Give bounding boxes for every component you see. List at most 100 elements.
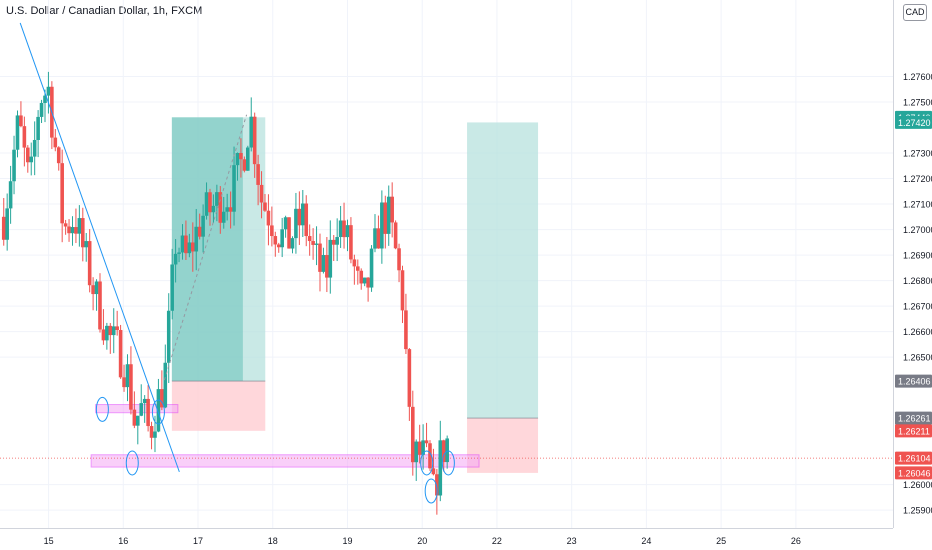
candle-body	[25, 147, 30, 163]
candle-body	[335, 237, 339, 245]
x-tick-label: 23	[567, 536, 577, 546]
x-tick-label: 26	[791, 536, 801, 546]
candle-body	[5, 208, 9, 240]
y-tick-label: 1.26500	[903, 353, 932, 363]
highlight-circle	[441, 450, 455, 476]
price-label-text: 1.26261	[898, 414, 931, 424]
y-tick-label: 1.27200	[903, 174, 932, 184]
candle-body	[321, 255, 326, 272]
candle-body	[204, 192, 209, 216]
candle-body	[190, 242, 195, 252]
candle-body	[259, 184, 264, 203]
candle-body	[98, 281, 102, 330]
candle-body	[221, 211, 226, 223]
candle-body	[359, 270, 364, 284]
candle-body	[56, 147, 61, 164]
y-tick-label: 1.26000	[903, 480, 932, 490]
candle-body	[46, 86, 51, 96]
candle-body	[208, 192, 212, 213]
candle-body	[445, 438, 449, 463]
candle-body	[94, 281, 99, 295]
candle-body	[8, 181, 13, 209]
highlight-circle	[420, 450, 434, 476]
price-axis: 1.25900 1.26000 1.26500 1.26600 1.26700 1.268…	[903, 72, 932, 516]
y-tick-label: 1.27000	[903, 225, 932, 235]
candle-body	[225, 207, 229, 212]
candle-body	[194, 226, 199, 252]
candle-body	[421, 440, 425, 455]
candle-body	[163, 362, 168, 408]
candle-body	[146, 398, 150, 427]
candle-body	[314, 243, 319, 245]
candle-body	[410, 406, 415, 463]
candle-body	[180, 235, 185, 253]
candle-body	[355, 266, 360, 271]
x-tick-label: 18	[268, 536, 278, 546]
candle-body	[342, 220, 346, 238]
price-label-bg	[895, 451, 932, 465]
candle-body	[105, 325, 109, 341]
candle-body	[366, 277, 370, 288]
highlight-circle	[424, 478, 438, 504]
position-tools	[171, 117, 539, 473]
candle-body	[39, 102, 44, 117]
candle-body	[129, 364, 133, 410]
candle-body	[70, 227, 75, 234]
price-label-text: 1.26211	[898, 426, 930, 436]
candle-body	[404, 310, 408, 350]
candle-body	[149, 426, 154, 438]
candle-body	[338, 220, 343, 238]
y-tick-label: 1.26700	[903, 302, 932, 312]
candle-body	[228, 207, 233, 212]
candle-body	[362, 277, 367, 284]
x-tick-label: 16	[118, 536, 128, 546]
candle-body	[215, 192, 219, 206]
candle-body	[184, 235, 188, 254]
y-tick-label: 1.27500	[903, 98, 932, 108]
candle-body	[166, 310, 171, 363]
candle-body	[218, 192, 223, 223]
trade-path-line	[163, 114, 248, 381]
candle-body	[87, 241, 92, 286]
candles	[1, 71, 449, 515]
currency-button[interactable]: CAD	[903, 4, 927, 21]
candle-body	[122, 377, 126, 388]
candle-body	[139, 403, 144, 416]
candle-body	[270, 225, 274, 237]
candle-body	[276, 244, 281, 248]
candle-body	[125, 364, 130, 388]
candle-body	[283, 217, 288, 230]
candle-body	[197, 226, 202, 237]
y-tick-label: 1.26600	[903, 327, 932, 337]
y-tick-label: 1.27600	[903, 72, 932, 82]
candle-body	[22, 126, 27, 148]
highlight-circle	[95, 396, 109, 422]
candle-body	[311, 241, 315, 245]
y-tick-label: 1.27100	[903, 200, 932, 210]
price-label-text: 1.27420	[898, 118, 931, 128]
candle-body	[77, 218, 82, 234]
candle-body	[187, 242, 192, 254]
x-tick-label: 17	[193, 536, 203, 546]
y-tick-label: 1.26900	[903, 251, 932, 261]
candle-body	[352, 259, 357, 267]
candle-body	[441, 440, 446, 463]
candle-body	[417, 441, 422, 455]
y-tick-label: 1.25900	[903, 506, 932, 516]
candle-body	[380, 202, 384, 249]
candle-body	[266, 210, 271, 226]
candle-body	[304, 203, 309, 237]
x-tick-label: 19	[342, 536, 352, 546]
price-label-text: 1.26406	[898, 377, 931, 387]
candle-body	[111, 326, 116, 336]
candle-body	[153, 431, 157, 438]
profit-zone	[467, 122, 539, 419]
candle-body	[156, 389, 161, 432]
highlight-circle	[151, 399, 165, 425]
candle-body	[84, 241, 89, 248]
candle-body	[400, 270, 405, 311]
candle-body	[245, 147, 250, 171]
candle-body	[36, 116, 40, 140]
candle-body	[173, 253, 178, 265]
